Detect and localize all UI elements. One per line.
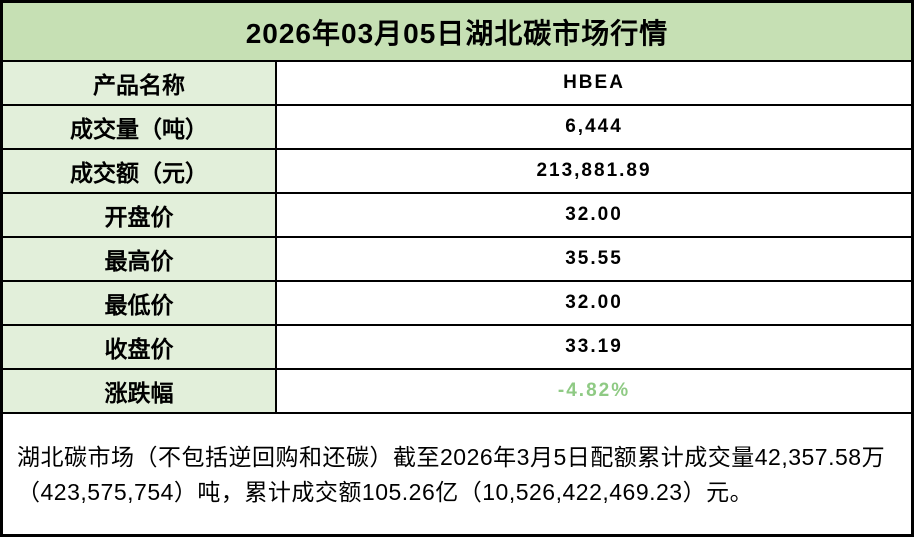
row-label: 开盘价 [3, 194, 277, 236]
row-value: HBEA [277, 62, 911, 104]
row-value: 33.19 [277, 326, 911, 368]
row-value: -4.82% [277, 370, 911, 412]
table-row: 产品名称 HBEA [3, 62, 911, 106]
summary-note: 湖北碳市场（不包括逆回购和还碳）截至2026年3月5日配额累计成交量42,357… [3, 414, 911, 533]
row-label: 成交额（元） [3, 150, 277, 192]
row-value: 6,444 [277, 106, 911, 148]
row-label: 产品名称 [3, 62, 277, 104]
table-row: 最高价 35.55 [3, 238, 911, 282]
table-row: 涨跌幅 -4.82% [3, 370, 911, 414]
data-rows: 产品名称 HBEA 成交量（吨） 6,444 成交额（元） 213,881.89 开盘价 32… [3, 62, 911, 414]
table-row: 最低价 32.00 [3, 282, 911, 326]
row-label: 最低价 [3, 282, 277, 324]
row-label: 最高价 [3, 238, 277, 280]
row-label: 成交量（吨） [3, 106, 277, 148]
row-label: 涨跌幅 [3, 370, 277, 412]
row-value: 32.00 [277, 282, 911, 324]
table-row: 开盘价 32.00 [3, 194, 911, 238]
table-row: 成交量（吨） 6,444 [3, 106, 911, 150]
row-value: 32.00 [277, 194, 911, 236]
row-value: 35.55 [277, 238, 911, 280]
row-label: 收盘价 [3, 326, 277, 368]
table-row: 收盘价 33.19 [3, 326, 911, 370]
table-row: 成交额（元） 213,881.89 [3, 150, 911, 194]
table-title: 2026年03月05日湖北碳市场行情 [3, 3, 911, 62]
row-value: 213,881.89 [277, 150, 911, 192]
